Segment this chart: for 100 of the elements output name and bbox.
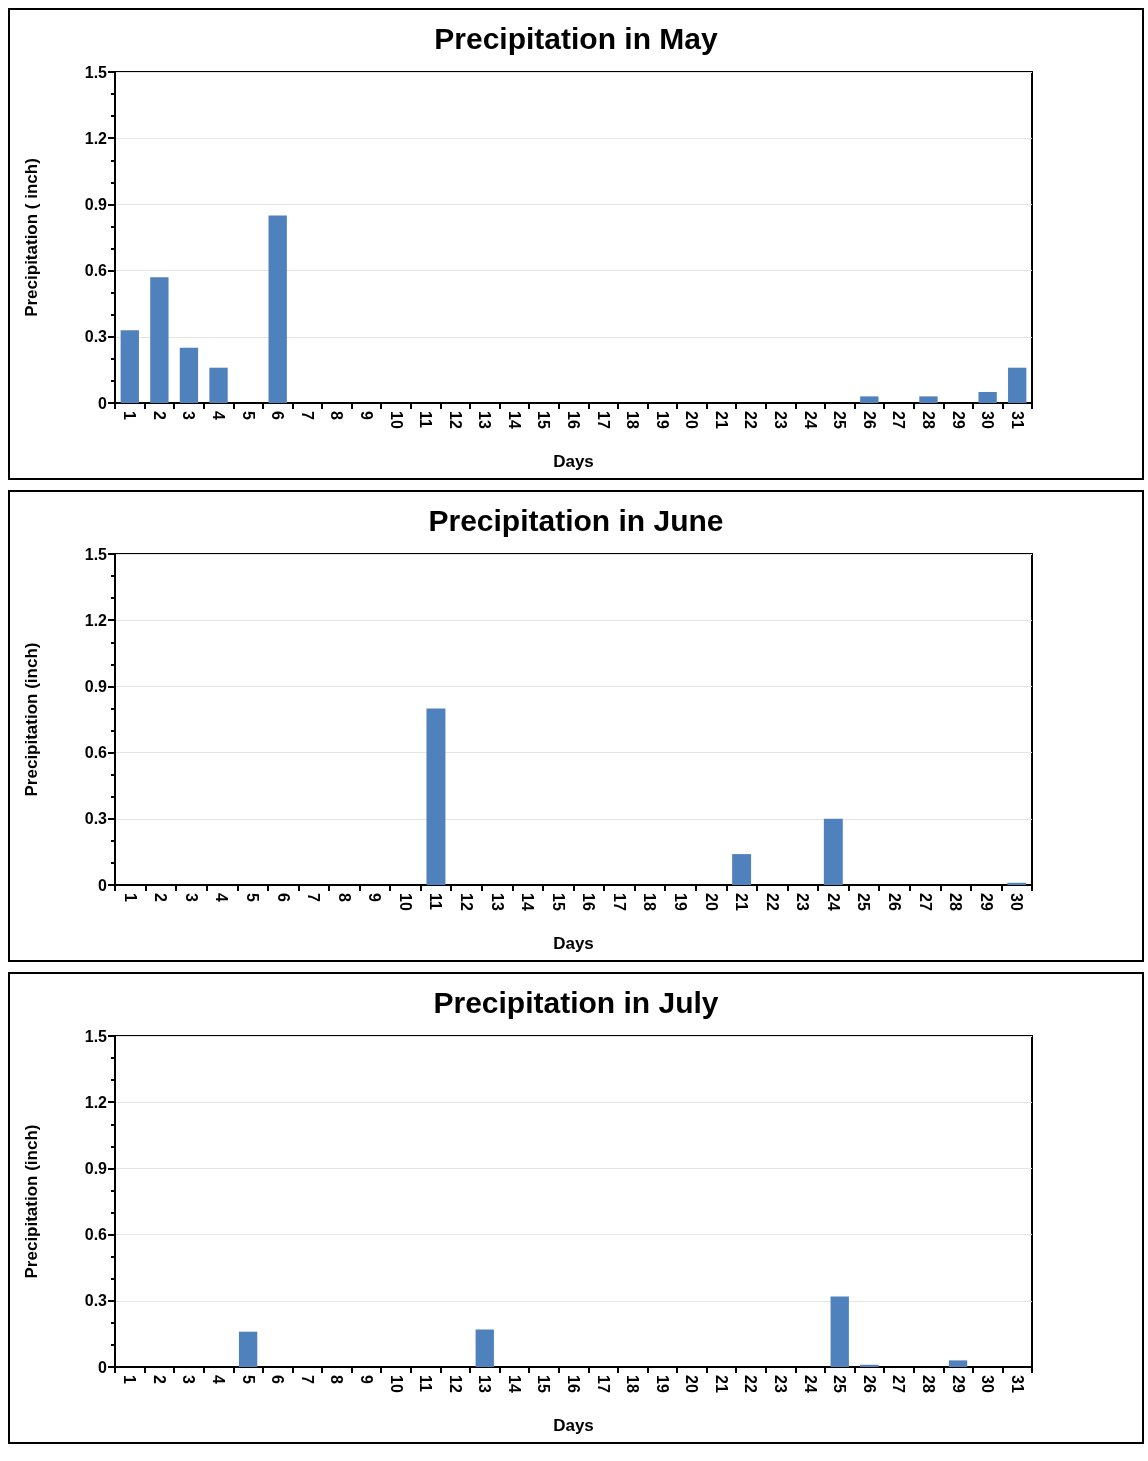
x-tick-label: 20 — [683, 411, 701, 429]
x-tick-label: 6 — [269, 411, 287, 420]
bar — [860, 396, 879, 403]
x-tick-label: 13 — [476, 411, 494, 429]
x-axis-title: Days — [553, 1416, 594, 1435]
chart-title: Precipitation in June — [428, 503, 724, 537]
x-tick-label: 2 — [150, 411, 168, 420]
x-tick-label: 18 — [624, 411, 642, 429]
x-tick-label: 30 — [979, 1375, 997, 1393]
y-tick-label: 0 — [98, 1358, 108, 1376]
x-tick-label: 18 — [641, 893, 659, 911]
x-tick-label: 4 — [213, 893, 231, 902]
x-tick-label: 13 — [476, 1375, 494, 1393]
x-tick-label: 5 — [244, 893, 262, 902]
x-tick-label: 22 — [742, 1375, 760, 1393]
x-tick-label: 21 — [712, 411, 730, 429]
x-tick-label: 19 — [653, 411, 671, 429]
x-tick-label: 8 — [328, 411, 346, 420]
x-tick-label: 11 — [417, 411, 435, 429]
y-tick-label: 1.2 — [84, 611, 108, 629]
x-tick-label: 4 — [210, 1375, 228, 1384]
x-tick-label: 1 — [121, 411, 139, 420]
y-tick-label: 1.5 — [84, 1027, 108, 1045]
x-tick-label: 23 — [772, 411, 790, 429]
x-tick-label: 12 — [458, 893, 476, 911]
x-tick-label: 8 — [335, 893, 353, 902]
bar — [209, 367, 228, 403]
x-tick-label: 26 — [860, 1375, 878, 1393]
x-tick-label: 3 — [180, 411, 198, 420]
x-tick-label: 14 — [519, 893, 537, 911]
x-tick-label: 28 — [919, 1375, 937, 1393]
x-tick-label: 14 — [505, 411, 523, 429]
x-tick-label: 7 — [305, 893, 323, 902]
bar — [919, 396, 938, 403]
x-tick-label: 27 — [916, 893, 934, 911]
y-tick-label: 1.2 — [84, 1093, 108, 1111]
x-tick-label: 9 — [366, 893, 384, 902]
x-tick-label: 29 — [977, 893, 995, 911]
x-tick-label: 6 — [269, 1375, 287, 1384]
y-tick-label: 0 — [98, 876, 108, 894]
x-tick-label: 11 — [417, 1375, 435, 1393]
x-tick-label: 4 — [210, 411, 228, 420]
x-tick-label: 16 — [565, 411, 582, 429]
x-tick-label: 12 — [446, 1375, 464, 1393]
x-tick-label: 18 — [624, 1375, 642, 1393]
bar — [948, 1360, 968, 1367]
bar — [179, 347, 199, 403]
x-tick-label: 23 — [794, 893, 812, 911]
x-tick-label: 12 — [446, 411, 464, 429]
x-tick-label: 8 — [328, 1375, 346, 1384]
x-tick-label: 22 — [763, 893, 781, 911]
x-tick-label: 24 — [801, 1375, 819, 1393]
y-tick-label: 0.3 — [84, 1292, 108, 1310]
x-tick-label: 26 — [885, 893, 903, 911]
x-tick-label: 9 — [357, 411, 375, 420]
x-tick-label: 7 — [298, 1375, 316, 1384]
x-tick-label: 13 — [488, 893, 506, 911]
x-tick-label: 6 — [274, 893, 292, 902]
x-tick-label: 5 — [239, 1375, 257, 1384]
x-tick-label: 19 — [671, 893, 689, 911]
y-tick-label: 0.9 — [84, 677, 108, 695]
x-tick-label: 15 — [535, 1375, 553, 1393]
x-tick-label: 25 — [855, 893, 873, 911]
x-tick-label: 25 — [831, 1375, 849, 1393]
bar — [120, 330, 139, 403]
x-tick-label: 29 — [949, 1375, 967, 1393]
x-tick-label: 1 — [121, 893, 139, 902]
x-tick-label: 9 — [357, 1375, 375, 1384]
x-tick-label: 23 — [772, 1375, 790, 1393]
x-tick-label: 30 — [1008, 893, 1026, 911]
chart-title: Precipitation in July — [433, 985, 719, 1019]
x-tick-label: 11 — [427, 893, 445, 911]
x-tick-label: 2 — [150, 1375, 168, 1384]
x-tick-label: 24 — [801, 411, 819, 429]
x-tick-label: 28 — [947, 893, 965, 911]
x-tick-label: 10 — [387, 1375, 405, 1393]
y-tick-label: 0 — [98, 394, 108, 412]
x-tick-label: 15 — [549, 893, 567, 911]
y-tick-label: 1.5 — [84, 63, 108, 81]
bar — [823, 818, 843, 885]
x-tick-label: 20 — [683, 1375, 701, 1393]
x-tick-label: 3 — [180, 1375, 198, 1384]
x-tick-label: 20 — [702, 893, 720, 911]
y-tick-label: 0.9 — [84, 1159, 108, 1177]
bar — [860, 1364, 879, 1367]
x-tick-label: 31 — [1008, 1375, 1026, 1393]
bar — [475, 1329, 494, 1367]
x-tick-label: 2 — [152, 893, 170, 902]
y-tick-label: 1.5 — [84, 545, 108, 563]
x-tick-label: 28 — [919, 411, 937, 429]
bar — [268, 215, 287, 403]
y-tick-label: 0.9 — [84, 195, 108, 213]
x-tick-label: 22 — [742, 411, 760, 429]
x-tick-label: 3 — [182, 893, 200, 902]
x-tick-label: 7 — [298, 411, 316, 420]
y-tick-label: 0.6 — [84, 262, 108, 280]
x-tick-label: 17 — [610, 893, 628, 911]
x-tick-label: 29 — [949, 411, 967, 429]
bar — [426, 708, 446, 885]
x-tick-label: 15 — [535, 411, 553, 429]
